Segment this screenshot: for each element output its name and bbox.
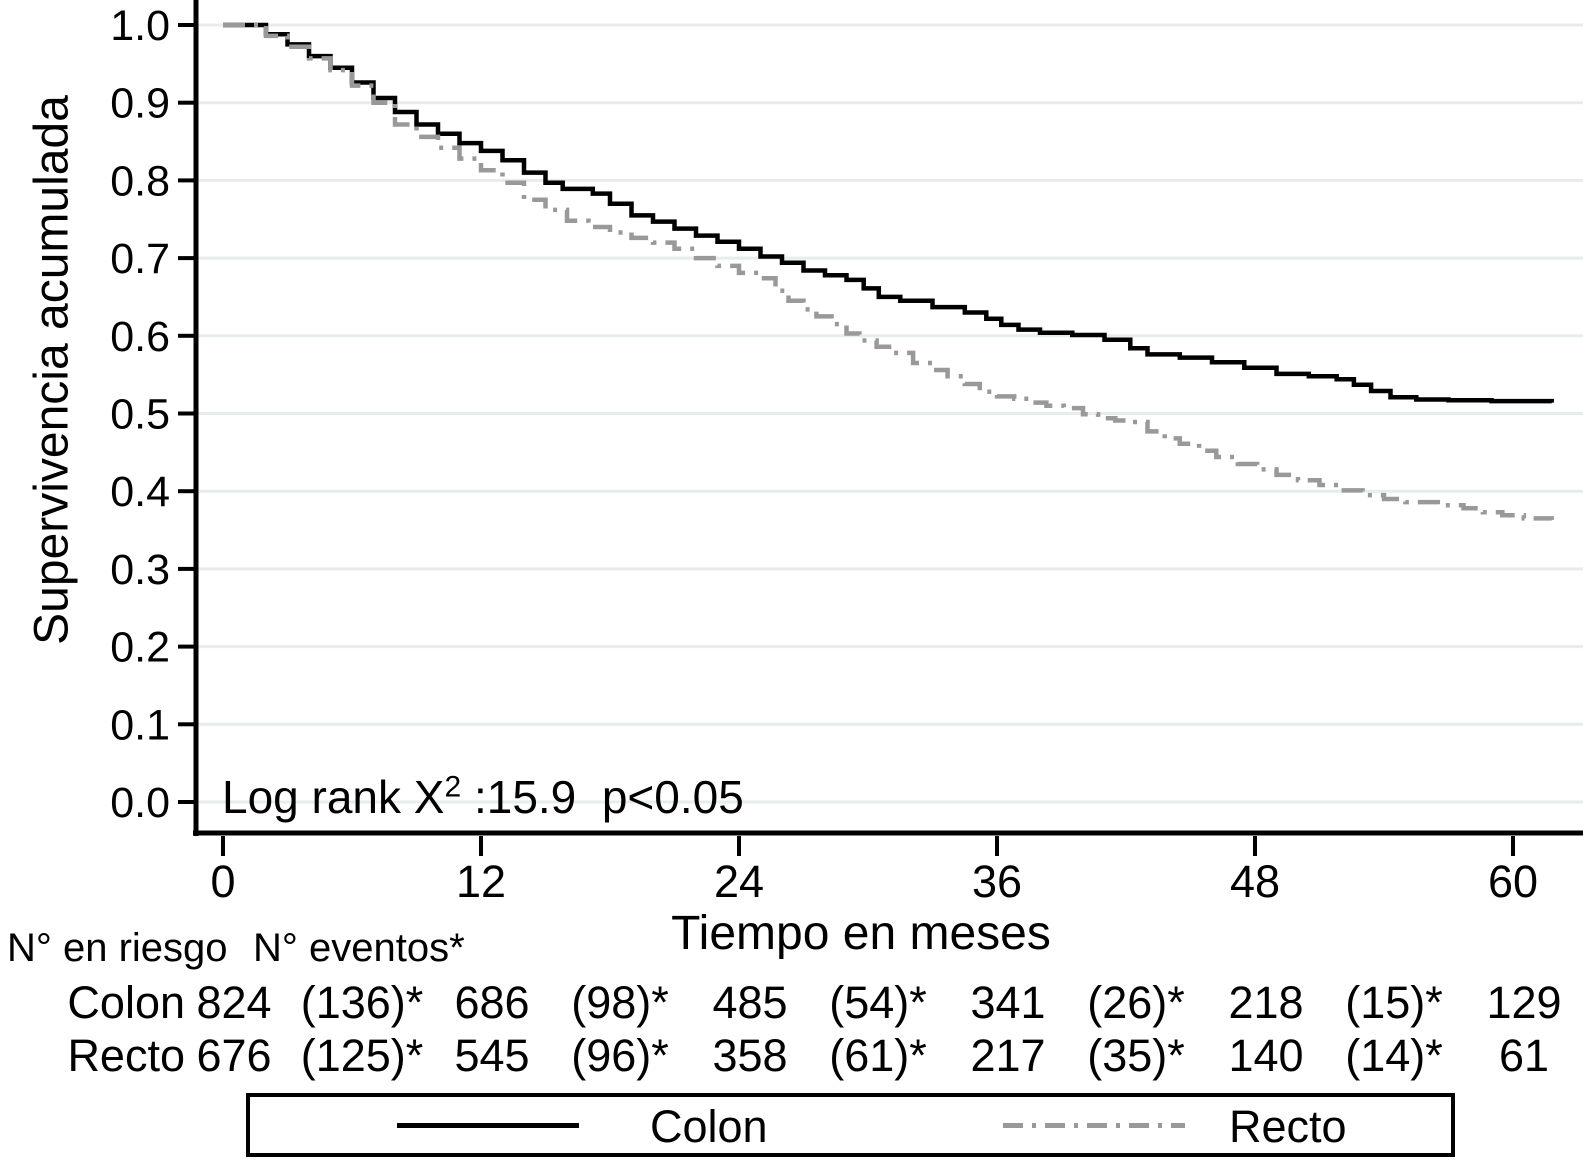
y-tick-label: 0.7 [110, 235, 170, 283]
events-count-recto-interval5: (14)* [1345, 1030, 1443, 1081]
events-count-colon-interval1: (136)* [300, 977, 424, 1028]
x-axis-title: Tiempo en meses [671, 907, 1051, 960]
at-risk-count-colon-m0: 824 [196, 977, 272, 1028]
risk-table-header-at-risk: N° en riesgo [7, 926, 228, 970]
at-risk-count-recto-m24: 358 [712, 1030, 788, 1081]
events-count-recto-interval3: (61)* [829, 1030, 927, 1081]
events-count-colon-interval3: (54)* [829, 977, 927, 1028]
log-rank-text-suffix: :15.9 p<0.05 [461, 771, 744, 823]
legend-box: Colon Recto [246, 1093, 1455, 1157]
recto-line-sample-icon [1003, 1123, 1185, 1128]
risk-row-label-recto: Recto [67, 1030, 185, 1081]
at-risk-count-recto-m60: 61 [1498, 1030, 1550, 1081]
risk-table-header-events: N° eventos* [253, 926, 465, 970]
events-count-recto-interval2: (96)* [571, 1030, 669, 1081]
at-risk-count-recto-m48: 140 [1228, 1030, 1304, 1081]
y-tick-label: 0.3 [110, 546, 170, 594]
log-rank-annotation: Log rank X2 :15.9 p<0.05 [222, 770, 744, 824]
at-risk-count-colon-m12: 686 [454, 977, 530, 1028]
at-risk-count-colon-m48: 218 [1228, 977, 1304, 1028]
x-tick-label: 0 [210, 856, 235, 907]
colon-line-sample-icon [397, 1123, 579, 1128]
x-tick-label: 48 [1230, 856, 1280, 907]
events-count-colon-interval5: (15)* [1345, 977, 1443, 1028]
x-tick-label: 12 [456, 856, 506, 907]
at-risk-count-colon-m24: 485 [712, 977, 788, 1028]
risk-row-label-colon: Colon [67, 977, 185, 1028]
y-tick-label: 0.1 [110, 701, 170, 749]
events-count-recto-interval4: (35)* [1087, 1030, 1185, 1081]
events-count-colon-interval2: (98)* [571, 977, 669, 1028]
events-count-colon-interval4: (26)* [1087, 977, 1185, 1028]
at-risk-count-colon-m60: 129 [1486, 977, 1562, 1028]
y-tick-label: 0.9 [110, 80, 170, 128]
y-tick-label: 0.8 [110, 157, 170, 205]
y-tick-label: 0.4 [110, 468, 170, 516]
at-risk-count-colon-m36: 341 [970, 977, 1046, 1028]
legend-label-recto: Recto [1229, 1101, 1347, 1152]
y-tick-label: 0.0 [110, 779, 170, 827]
y-tick-label: 0.2 [110, 624, 170, 672]
events-count-recto-interval1: (125)* [300, 1030, 424, 1081]
colon-survival-curve [223, 22, 1554, 404]
log-rank-superscript: 2 [444, 770, 462, 804]
x-tick-label: 60 [1488, 856, 1538, 907]
recto-survival-curve [223, 22, 1554, 521]
y-tick-label: 1.0 [110, 2, 170, 50]
at-risk-count-recto-m0: 676 [196, 1030, 272, 1081]
legend-label-colon: Colon [650, 1101, 768, 1152]
y-axis-title: Supervivencia acumulada [25, 95, 79, 645]
log-rank-text-prefix: Log rank X [222, 771, 445, 823]
x-tick-label: 36 [972, 856, 1022, 907]
y-tick-label: 0.5 [110, 391, 170, 439]
y-tick-label: 0.6 [110, 313, 170, 361]
at-risk-count-recto-m12: 545 [454, 1030, 530, 1081]
x-tick-label: 24 [714, 856, 764, 907]
at-risk-count-recto-m36: 217 [970, 1030, 1046, 1081]
